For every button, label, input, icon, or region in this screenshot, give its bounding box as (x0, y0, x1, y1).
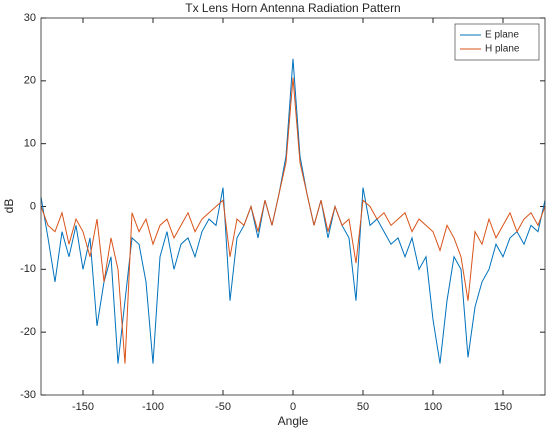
chart-title: Tx Lens Horn Antenna Radiation Pattern (185, 1, 400, 15)
y-tick-label: 30 (24, 12, 36, 24)
x-axis-label: Angle (278, 414, 309, 428)
data-line (40, 77, 546, 364)
legend-box (454, 23, 540, 61)
x-tick-label: -150 (72, 401, 94, 413)
y-tick-label: -20 (20, 326, 36, 338)
y-tick-label: -30 (20, 389, 36, 401)
legend-label: H plane (485, 44, 520, 55)
y-tick-label: 20 (24, 75, 36, 87)
x-tick-label: -50 (215, 401, 231, 413)
x-tick-label: 150 (494, 401, 512, 413)
x-tick-label: -100 (142, 401, 164, 413)
x-tick-label: 50 (357, 401, 369, 413)
axes-box (40, 17, 546, 396)
y-tick-label: 10 (24, 138, 36, 150)
legend-label: E plane (485, 30, 519, 41)
data-line (40, 58, 546, 364)
x-tick-label: 0 (290, 401, 296, 413)
y-axis-label: dB (2, 199, 16, 214)
x-tick-label: 100 (424, 401, 442, 413)
y-tick-label: 0 (30, 200, 36, 212)
y-tick-label: -10 (20, 263, 36, 275)
